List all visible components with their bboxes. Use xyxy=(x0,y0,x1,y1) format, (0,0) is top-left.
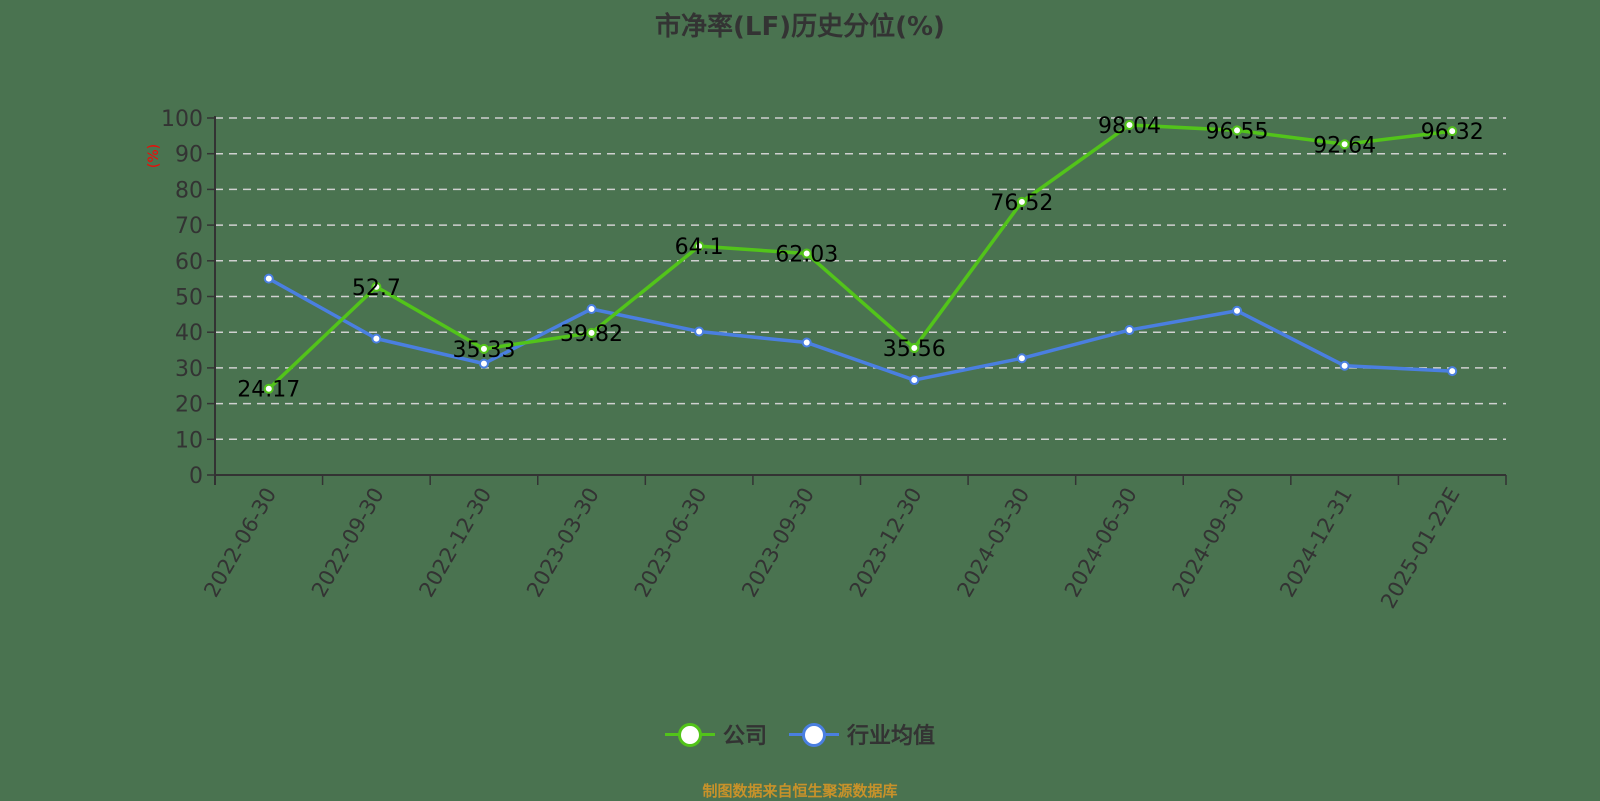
data-point-marker[interactable] xyxy=(478,358,489,369)
data-label: 62.03 xyxy=(775,243,838,268)
x-tick-label: 2024-12-31 xyxy=(1275,484,1357,602)
x-tick-label: 2024-09-30 xyxy=(1168,484,1250,602)
data-point-marker[interactable] xyxy=(694,241,705,252)
data-label: 35.33 xyxy=(452,338,515,363)
y-axis: 0 10 20 30 40 50 60 70 80 90 100 xyxy=(161,107,216,489)
y-tick-label: 30 xyxy=(175,357,203,382)
data-point-marker[interactable] xyxy=(371,333,382,344)
y-tick-label: 90 xyxy=(175,143,203,168)
data-point-marker[interactable] xyxy=(478,343,489,354)
data-point-marker[interactable] xyxy=(371,281,382,292)
data-label: 52.7 xyxy=(352,276,401,301)
data-labels: 24.17 52.7 35.33 39.82 64.1 62.03 35.56 76.52 98… xyxy=(237,114,1483,403)
y-tick-label: 50 xyxy=(175,286,203,311)
data-label: 96.32 xyxy=(1421,120,1484,145)
data-point-marker[interactable] xyxy=(586,327,597,338)
y-tick-label: 80 xyxy=(175,178,203,203)
data-label: 64.1 xyxy=(675,235,724,260)
x-tick-label: 2022-12-30 xyxy=(414,484,496,602)
x-tick-label: 2023-03-30 xyxy=(522,484,604,602)
x-tick-label: 2023-06-30 xyxy=(630,484,712,602)
grid-lines xyxy=(215,117,1506,441)
data-label: 24.17 xyxy=(237,378,300,403)
legend-item-industry-average[interactable]: 行业均值 xyxy=(789,718,935,750)
data-point-marker[interactable] xyxy=(1124,325,1135,336)
data-label: 39.82 xyxy=(560,322,623,347)
data-point-marker[interactable] xyxy=(1016,196,1027,207)
data-point-marker[interactable] xyxy=(1016,353,1027,364)
data-point-marker[interactable] xyxy=(263,273,274,284)
legend-item-company[interactable]: 公司 xyxy=(664,718,767,750)
data-point-marker[interactable] xyxy=(1339,139,1350,150)
data-label: 96.55 xyxy=(1206,119,1269,144)
y-axis-unit-label: (%) xyxy=(146,144,162,168)
data-point-marker[interactable] xyxy=(263,383,274,394)
y-tick-label: 10 xyxy=(175,428,203,453)
data-point-marker[interactable] xyxy=(801,337,812,348)
data-label: 76.52 xyxy=(990,191,1053,216)
legend: 公司 行业均值 xyxy=(0,718,1600,750)
x-tick-label: 2022-06-30 xyxy=(199,484,281,602)
y-tick-label: 0 xyxy=(189,464,203,489)
data-label: 92.64 xyxy=(1313,133,1376,158)
x-axis: 2022-06-30 2022-09-30 2022-12-30 2023-03-30… xyxy=(199,474,1507,613)
data-label: 98.04 xyxy=(1098,114,1161,139)
y-tick-label: 100 xyxy=(161,107,203,132)
data-point-marker[interactable] xyxy=(801,248,812,259)
legend-label-company: 公司 xyxy=(722,724,767,749)
y-tick-label: 60 xyxy=(175,250,203,275)
y-tick-label: 40 xyxy=(175,321,203,346)
legend-label-industry-average: 行业均值 xyxy=(847,724,936,749)
company-series-marker-icon xyxy=(664,722,715,747)
data-point-marker[interactable] xyxy=(909,343,920,354)
series-company xyxy=(263,119,1458,394)
x-tick-label: 2023-12-30 xyxy=(845,484,927,602)
chart-title: 市净率(LF)历史分位(%) xyxy=(655,12,945,42)
source-note: 制图数据来自恒生聚源数据库 xyxy=(702,782,898,800)
data-point-marker[interactable] xyxy=(909,375,920,386)
y-tick-label: 70 xyxy=(175,214,203,239)
data-point-marker[interactable] xyxy=(1447,126,1458,137)
data-point-marker[interactable] xyxy=(1232,305,1243,316)
data-point-marker[interactable] xyxy=(1232,125,1243,136)
data-point-marker[interactable] xyxy=(1339,360,1350,371)
x-tick-label: 2023-09-30 xyxy=(737,484,819,602)
data-label: 35.56 xyxy=(883,337,946,362)
data-point-marker[interactable] xyxy=(1124,119,1135,130)
data-point-marker[interactable] xyxy=(1447,366,1458,377)
industry-series-marker-icon xyxy=(789,722,839,747)
series-industry-average xyxy=(263,273,1458,386)
x-tick-label: 2022-09-30 xyxy=(307,484,389,602)
x-tick-label: 2024-03-30 xyxy=(952,484,1034,602)
y-tick-label: 20 xyxy=(175,393,203,418)
x-tick-label: 2024-06-30 xyxy=(1060,484,1142,602)
data-point-marker[interactable] xyxy=(694,326,705,337)
x-tick-label: 2025-01-22E xyxy=(1376,484,1464,613)
data-point-marker[interactable] xyxy=(586,303,597,314)
